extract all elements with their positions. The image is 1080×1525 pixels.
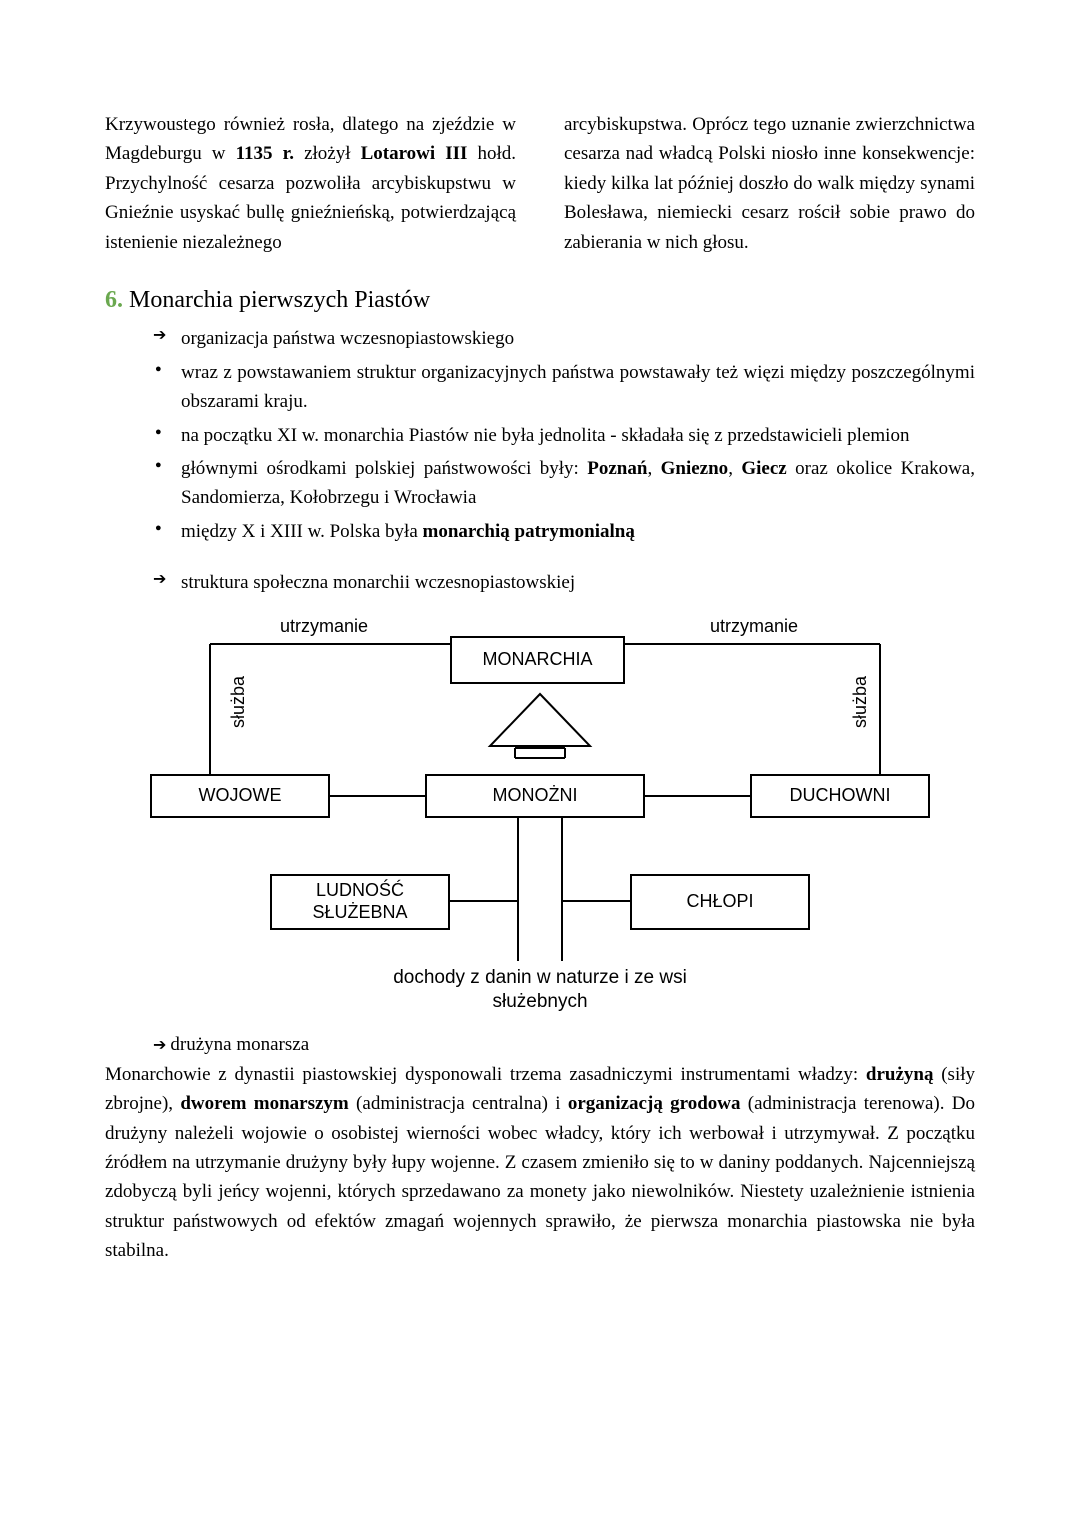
label-utrzymanie-right: utrzymanie: [710, 616, 798, 637]
list-item: głównymi ośrodkami polskiej państwowości…: [153, 454, 975, 513]
col-right-text: arcybiskupstwa. Oprócz tego uznanie zwie…: [564, 114, 975, 253]
box-monarchia: MONARCHIA: [450, 636, 625, 684]
heading-title: Monarchia pierwszych Piastów: [123, 287, 430, 313]
label-utrzymanie-left: utrzymanie: [280, 616, 368, 637]
label-sluzba-right: służba: [850, 676, 871, 728]
list-item: na początku XI w. monarchia Piastów nie …: [153, 421, 975, 450]
label-sluzba-left: służba: [228, 676, 249, 728]
column-left: Krzywoustego również rosła, dlatego na z…: [105, 110, 516, 257]
list-item: organizacja państwa wczesnopiastowskiego: [153, 324, 975, 353]
heading-number: 6.: [105, 287, 123, 313]
list-item: struktura społeczna monarchii wczesnopia…: [153, 568, 975, 597]
label-dochody: dochody z danin w naturze i ze wsi służe…: [380, 966, 700, 1015]
box-chlopi: CHŁOPI: [630, 874, 810, 930]
paragraph-druzyna: Monarchowie z dynastii piastowskiej dysp…: [105, 1060, 975, 1266]
section-heading: 6. Monarchia pierwszych Piastów: [105, 287, 975, 314]
subheading-druzyna: drużyna monarsza: [105, 1034, 975, 1056]
list-item: wraz z powstawaniem struktur organizacyj…: [153, 358, 975, 417]
bullet-list-1: organizacja państwa wczesnopiastowskiego…: [105, 324, 975, 598]
box-monozni: MONOŻNI: [425, 774, 645, 818]
intro-columns: Krzywoustego również rosła, dlatego na z…: [105, 110, 975, 257]
list-item: między X i XIII w. Polska była monarchią…: [153, 517, 975, 546]
box-wojowe: WOJOWE: [150, 774, 330, 818]
box-ludnosc: LUDNOŚĆ SŁUŻEBNA: [270, 874, 450, 930]
col-left-text: Krzywoustego również rosła, dlatego na z…: [105, 114, 516, 253]
box-duchowni: DUCHOWNI: [750, 774, 930, 818]
social-structure-diagram: utrzymanie utrzymanie służba służba MONA…: [150, 616, 930, 1026]
column-right: arcybiskupstwa. Oprócz tego uznanie zwie…: [564, 110, 975, 257]
